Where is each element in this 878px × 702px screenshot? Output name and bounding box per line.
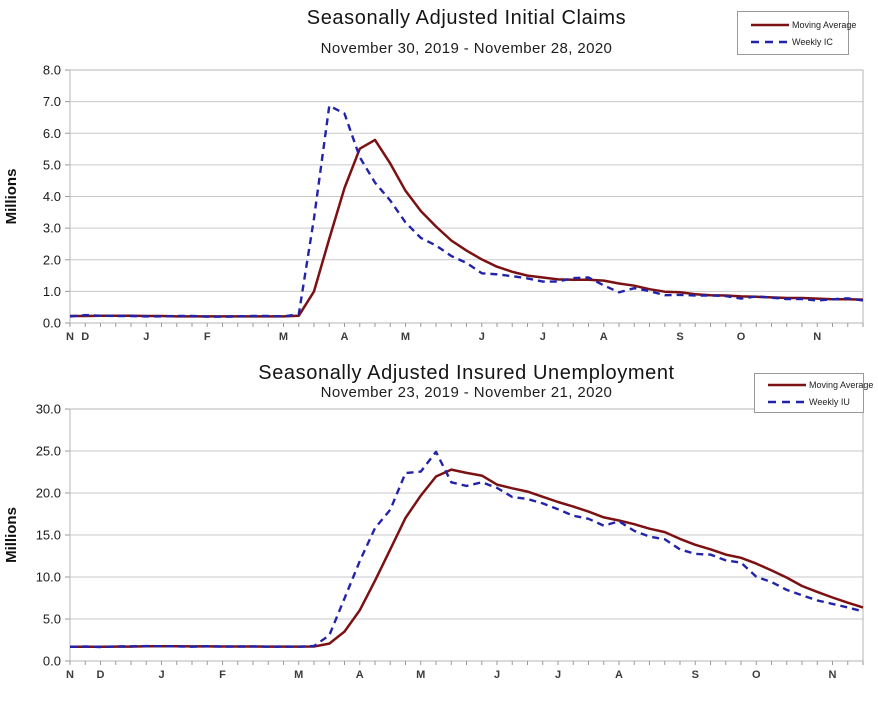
legend-label-weekly-ic: Weekly IC — [792, 36, 833, 47]
x-tick-label: J — [555, 669, 561, 681]
initial-claims-chart: Seasonally Adjusted Initial Claims Novem… — [3, 7, 864, 343]
x-tick-label: F — [219, 669, 226, 681]
y-tick-label: 25.0 — [36, 444, 61, 459]
insured-unemployment-plot: 0.0 5.0 10.0 15.0 20.0 25.0 30.0 N D J F M A M J J A S O N M… — [3, 402, 864, 681]
x-tick-label: D — [97, 669, 105, 681]
x-tick-label: M — [294, 669, 303, 681]
y-tick-label: 7.0 — [43, 94, 61, 109]
x-tick-label: M — [279, 331, 288, 343]
y-tick-label: 8.0 — [43, 63, 61, 78]
y-tick-label: 6.0 — [43, 126, 61, 141]
x-tick-label: D — [81, 331, 89, 343]
y-tick-label: 2.0 — [43, 252, 61, 267]
x-tick-label: M — [401, 331, 410, 343]
legend-item-weekly-ic: Weekly IC — [750, 37, 842, 47]
weekly-ic-series — [69, 104, 864, 318]
y-tick-label: 0.0 — [43, 316, 61, 331]
x-tick-label: N — [813, 331, 821, 343]
y-tick-label: 4.0 — [43, 189, 61, 204]
legend-label-moving-average: Moving Average — [809, 379, 874, 390]
x-tick-label: N — [66, 669, 74, 681]
legend-label-weekly-iu: Weekly IU — [809, 396, 850, 407]
x-tick-label: J — [494, 669, 500, 681]
x-tick-label: J — [143, 331, 149, 343]
x-tick-label: A — [341, 331, 349, 343]
insured-unemployment-chart: Seasonally Adjusted Insured Unemployment… — [0, 351, 878, 702]
y-tick-label: 15.0 — [36, 528, 61, 543]
y-axis-title: Millions — [3, 169, 20, 225]
legend-item-moving-average: Moving Average — [750, 20, 856, 30]
x-tick-label: F — [204, 331, 211, 343]
y-tick-label: 30.0 — [36, 402, 61, 417]
legend-label-moving-average: Moving Average — [792, 19, 857, 30]
dashed-line-swatch — [751, 40, 789, 43]
chart-subtitle: November 30, 2019 - November 28, 2020 — [320, 40, 613, 57]
x-tick-label: S — [676, 331, 683, 343]
y-tick-label: 1.0 — [43, 284, 61, 299]
y-axis-title: Millions — [3, 507, 20, 563]
x-tick-label: J — [479, 331, 485, 343]
y-tick-label: 5.0 — [43, 157, 61, 172]
chart-title: Seasonally Adjusted Initial Claims — [306, 7, 627, 29]
weekly-iu-series — [69, 450, 864, 649]
x-tick-label: O — [752, 669, 761, 681]
x-tick-label: O — [737, 331, 746, 343]
chart-title: Seasonally Adjusted Insured Unemployment — [258, 362, 675, 384]
legend-item-weekly-iu: Weekly IU — [767, 397, 857, 407]
legend-item-moving-average: Moving Average — [767, 380, 873, 390]
x-tick-label: S — [692, 669, 699, 681]
dashed-line-swatch — [768, 400, 806, 403]
legend: Moving Average Weekly IC — [737, 11, 856, 55]
y-tick-label: 3.0 — [43, 221, 61, 236]
solid-line-swatch — [768, 383, 806, 386]
x-tick-label: A — [615, 669, 623, 681]
x-tick-label: M — [416, 669, 425, 681]
y-tick-label: 0.0 — [43, 654, 61, 669]
y-tick-label: 20.0 — [36, 486, 61, 501]
x-tick-label: N — [66, 331, 74, 343]
x-tick-label: A — [600, 331, 608, 343]
x-tick-label: J — [540, 331, 546, 343]
x-tick-label: J — [158, 669, 164, 681]
y-tick-label: 5.0 — [43, 612, 61, 627]
initial-claims-plot: 0.01.02.03.04.05.06.07.08.0N D J F M A M J J A S O N… — [3, 63, 864, 343]
moving-average-series — [70, 468, 864, 648]
x-tick-label: N — [829, 669, 837, 681]
y-tick-label: 10.0 — [36, 570, 61, 585]
solid-line-swatch — [751, 23, 789, 26]
chart-subtitle: November 23, 2019 - November 21, 2020 — [320, 384, 613, 401]
legend: Moving Average Weekly IU — [754, 373, 873, 413]
x-tick-label: A — [356, 669, 364, 681]
